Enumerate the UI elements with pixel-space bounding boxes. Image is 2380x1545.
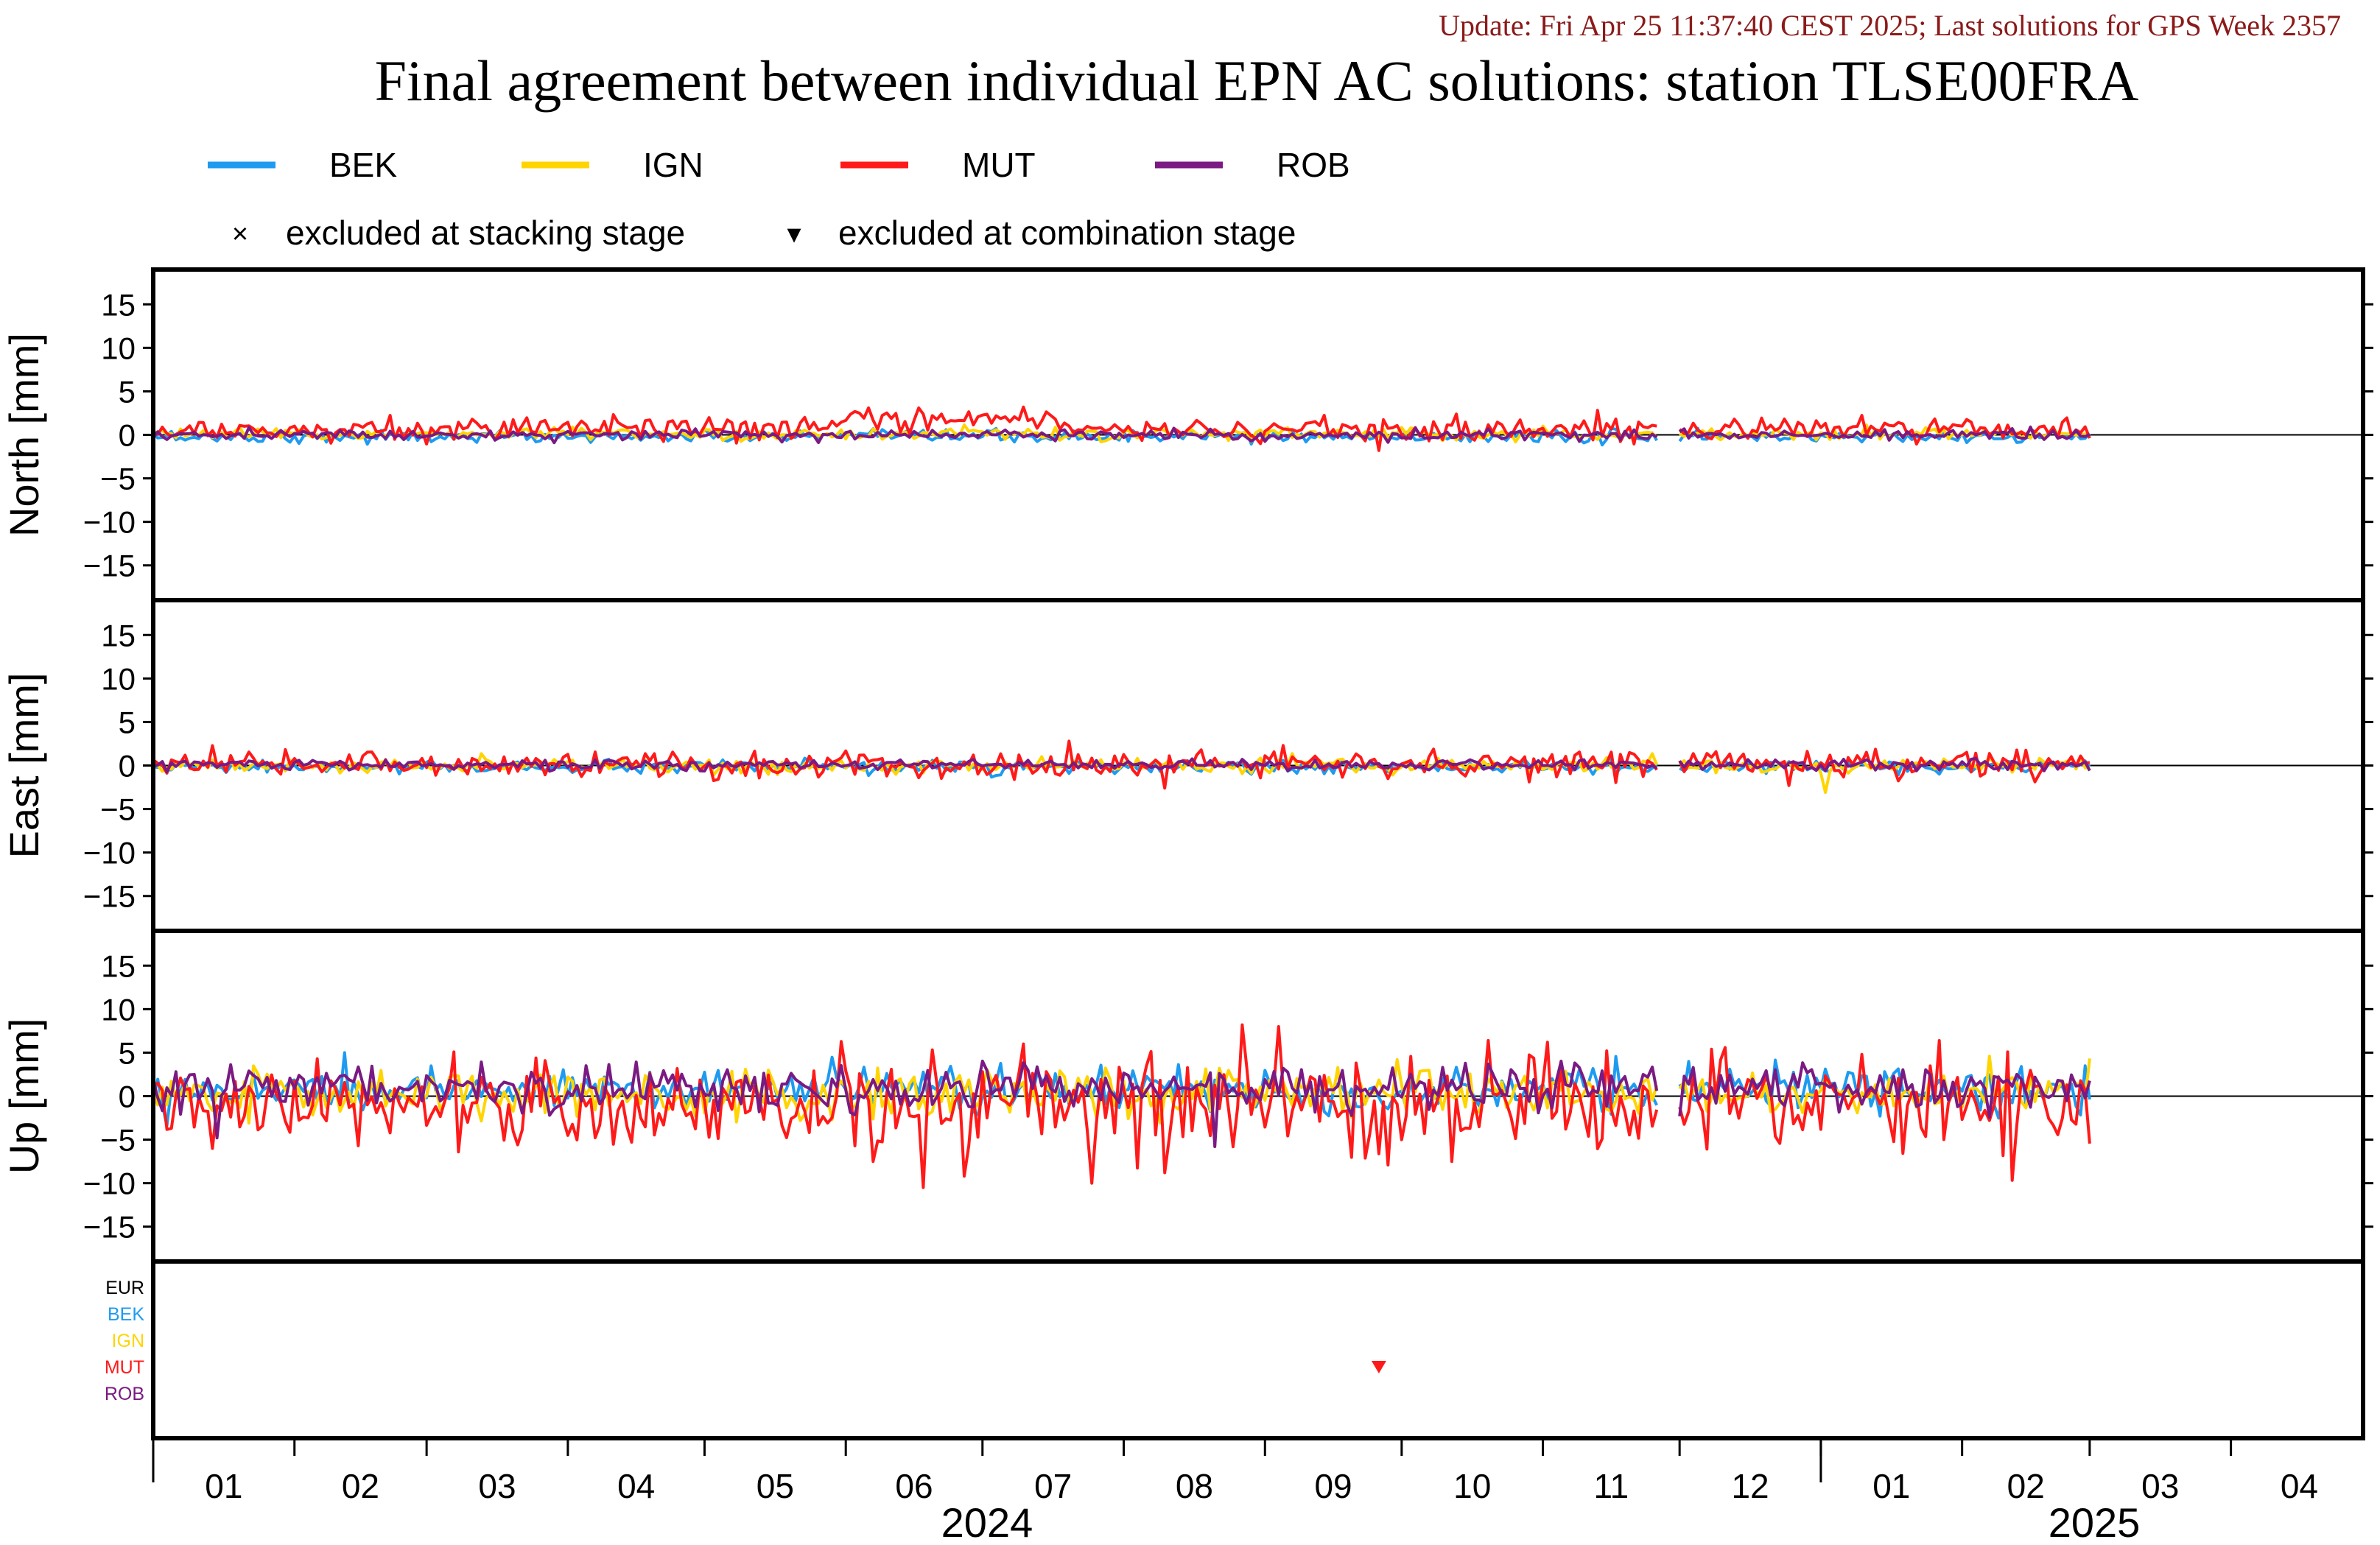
y-tick-label: −15 (83, 1210, 136, 1245)
update-text: Update: Fri Apr 25 11:37:40 CEST 2025; L… (1439, 9, 2341, 42)
panels: 15 10 5 0 −5 −10 −15 North [mm] 15 10 5 0 −5 −10 −15 Ea… (1, 267, 2373, 1440)
exclusion-marker (1371, 1361, 1386, 1373)
y-tick-label: −5 (100, 1123, 136, 1158)
series-line-rob (153, 1059, 1659, 1148)
y-tick-label: −10 (83, 836, 136, 870)
y-tick-label: 5 (119, 705, 136, 739)
y-axis-label: North [mm] (1, 333, 47, 537)
y-tick-label: −10 (83, 505, 136, 540)
x-month-label: 04 (2281, 1467, 2318, 1505)
y-tick-label: 10 (101, 331, 136, 365)
x-month-label: 08 (1176, 1467, 1213, 1505)
exclusion-row-label-mut: MUT (105, 1357, 144, 1378)
legend-label-ign: IGN (643, 146, 703, 184)
x-month-label: 12 (1731, 1467, 1769, 1505)
panel-3: 15 10 5 0 −5 −10 −15 Up [mm] (1, 929, 2373, 1264)
x-month-label: 06 (895, 1467, 933, 1505)
y-tick-label: 10 (101, 992, 136, 1027)
y-tick-label: 5 (119, 374, 136, 409)
y-tick-label: −10 (83, 1166, 136, 1201)
x-year-label: 2025 (2049, 1499, 2141, 1545)
exclusion-panel: EUR BEK IGN MUT ROB (105, 1259, 2365, 1440)
series-line-rob (153, 757, 1658, 773)
legend-label-bek: BEK (329, 146, 397, 184)
exclusion-frame (151, 1259, 2365, 1440)
x-month-label: 01 (1872, 1467, 1910, 1505)
x-axis: 01 02 03 04 05 06 07 08 09 10 11 12 01 02 03 04 2024 2025 (152, 1437, 2363, 1545)
y-tick-label: 0 (119, 418, 136, 453)
panel-series (153, 739, 2091, 795)
y-tick-label: 5 (119, 1035, 136, 1070)
y-axis-label: Up [mm] (1, 1018, 47, 1175)
series-line-rob (1679, 425, 2091, 442)
exclusion-row-label-bek: BEK (108, 1304, 144, 1325)
x-month-label: 03 (2141, 1467, 2179, 1505)
legend-label-rob: ROB (1277, 146, 1350, 184)
legend-label-mut: MUT (962, 146, 1036, 184)
series-line-rob (1678, 756, 2091, 772)
panel-2: 15 10 5 0 −5 −10 −15 East [mm] (1, 598, 2373, 933)
series-line-mut (1678, 414, 2091, 446)
series-line-rob (1678, 1061, 2091, 1119)
legend-cross-marker: × (232, 219, 248, 250)
x-month-label: 11 (1593, 1467, 1629, 1505)
legend-triangle-label: excluded at combination stage (838, 214, 1296, 252)
panel-series (153, 1023, 2091, 1189)
x-year-label: 2024 (941, 1499, 1033, 1545)
y-tick-label: 10 (101, 661, 136, 696)
x-month-label: 01 (205, 1467, 242, 1505)
series-line-rob (153, 426, 1658, 445)
exclusion-row-label-eur: EUR (105, 1278, 144, 1298)
y-tick-label: 15 (101, 287, 136, 322)
legend: BEK IGN MUT ROB × excluded at stacking stage ▾… (208, 146, 1350, 252)
panel-1: 15 10 5 0 −5 −10 −15 North [mm] (1, 267, 2373, 602)
x-month-label: 10 (1453, 1467, 1491, 1505)
x-month-label: 05 (757, 1467, 794, 1505)
chart-title: Final agreement between individual EPN A… (375, 49, 2139, 113)
legend-triangle-marker: ▾ (787, 219, 801, 250)
x-month-label: 09 (1314, 1467, 1352, 1505)
y-tick-label: −15 (83, 879, 136, 914)
exclusion-row-label-rob: ROB (105, 1384, 144, 1404)
y-tick-label: −15 (83, 549, 136, 583)
x-month-label: 03 (478, 1467, 516, 1505)
panel-series (153, 405, 2091, 452)
x-month-label: 02 (342, 1467, 379, 1505)
series-line-ign (1678, 1055, 2091, 1115)
x-month-label: 02 (2007, 1467, 2045, 1505)
y-axis-label: East [mm] (1, 672, 47, 858)
y-tick-label: 15 (101, 618, 136, 652)
exclusion-row-label-ign: IGN (112, 1331, 144, 1351)
legend-cross-label: excluded at stacking stage (286, 214, 685, 252)
x-month-label: 04 (617, 1467, 655, 1505)
y-tick-label: 0 (119, 749, 136, 784)
y-tick-label: −5 (100, 792, 136, 827)
x-month-label: 07 (1034, 1467, 1072, 1505)
y-tick-label: −5 (100, 462, 136, 496)
y-tick-label: 0 (119, 1080, 136, 1114)
y-tick-label: 15 (101, 949, 136, 983)
